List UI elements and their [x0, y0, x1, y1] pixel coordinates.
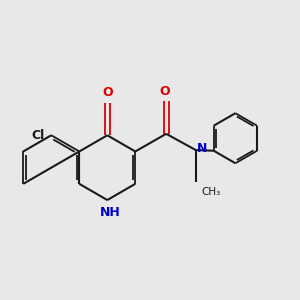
Text: N: N	[197, 142, 208, 155]
Text: O: O	[159, 85, 170, 98]
Text: Cl: Cl	[32, 129, 45, 142]
Text: O: O	[102, 86, 112, 99]
Text: NH: NH	[100, 206, 121, 219]
Text: CH₃: CH₃	[201, 187, 220, 197]
